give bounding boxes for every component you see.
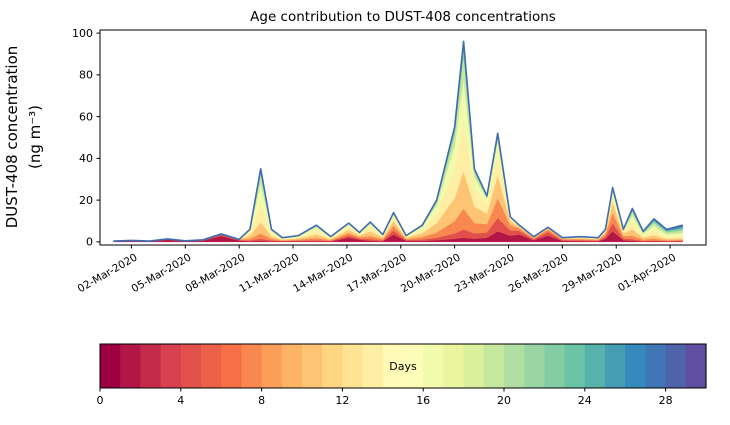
colorbar-cell — [180, 344, 202, 388]
colorbar-tick-label: 16 — [416, 394, 430, 407]
colorbar-tick-label: 24 — [578, 394, 592, 407]
area-layer-age-24-26 — [113, 42, 683, 242]
colorbar-label: Days — [389, 360, 417, 373]
y-tick-label: 40 — [79, 152, 93, 165]
y-axis-label-line1: DUST-408 concentration — [3, 46, 21, 229]
colorbar-cell — [241, 344, 263, 388]
y-tick-label: 20 — [79, 194, 93, 207]
colorbar-tick-label: 20 — [497, 394, 511, 407]
x-tick-label: 01-Apr-2020 — [616, 251, 678, 294]
colorbar-cell — [605, 344, 626, 388]
colorbar-cell — [362, 344, 384, 388]
x-tick-label: 11-Mar-2020 — [237, 251, 301, 295]
stacked-area-layers — [113, 40, 683, 243]
colorbar-cell — [544, 344, 566, 388]
colorbar-cell — [423, 344, 444, 388]
colorbar-cell — [281, 344, 303, 388]
x-tick-label: 20-Mar-2020 — [399, 251, 463, 295]
colorbar-cell — [403, 344, 424, 388]
colorbar-cell — [524, 344, 545, 388]
y-axis-label-line2: (ng m⁻³) — [26, 105, 44, 169]
x-tick-label: 02-Mar-2020 — [76, 251, 140, 295]
colorbar-cell — [382, 344, 404, 388]
colorbar-tick-label: 12 — [335, 394, 349, 407]
colorbar-cell — [342, 344, 364, 388]
axes: 0 20 40 60 80 100 02-Mar-202005-Mar-202008-Mar… — [72, 27, 707, 295]
colorbar-cell — [645, 344, 667, 388]
colorbar-cell — [504, 344, 525, 388]
colorbar-cell — [201, 344, 222, 388]
area-layer-age-9-11 — [113, 170, 683, 242]
colorbar-cell — [463, 344, 485, 388]
area-layer-age-27-29 — [113, 41, 683, 242]
colorbar-cell — [100, 344, 121, 388]
x-tick-label: 23-Mar-2020 — [453, 251, 517, 295]
colorbar-border — [99, 343, 707, 389]
colorbar-tick-label: 4 — [177, 394, 184, 407]
colorbar-cell — [483, 344, 505, 388]
y-tick-label: 100 — [72, 27, 93, 40]
colorbar-cell — [443, 344, 465, 388]
colorbar-cell — [584, 344, 606, 388]
colorbar-cell — [625, 344, 646, 388]
colorbar-cell — [120, 344, 141, 388]
colorbar-tick-label: 0 — [97, 394, 104, 407]
colorbar-cell — [221, 344, 242, 388]
total-concentration-line — [113, 40, 683, 242]
x-tick-label: 08-Mar-2020 — [183, 251, 247, 295]
x-tick-label: 14-Mar-2020 — [291, 251, 355, 295]
colorbar-cell — [685, 344, 707, 388]
y-tick-label: 0 — [86, 236, 93, 249]
colorbar-cell — [665, 344, 687, 388]
colorbar-cell — [140, 344, 162, 388]
x-tick-label: 26-Mar-2020 — [507, 251, 571, 295]
area-layer-age-15-17 — [113, 79, 683, 242]
colorbar-cell — [322, 344, 343, 388]
colorbar-cell — [564, 344, 586, 388]
y-tick-label: 60 — [79, 110, 93, 123]
colorbar-cell — [302, 344, 323, 388]
x-tick-label: 29-Mar-2020 — [560, 251, 624, 295]
chart-title: Age contribution to DUST-408 concentrati… — [250, 9, 556, 25]
area-layer-age-18-20 — [113, 56, 683, 242]
colorbar-cell — [261, 344, 283, 388]
area-layer-age-21-23 — [113, 46, 683, 242]
colorbar-tick-label: 8 — [258, 394, 265, 407]
y-tick-label: 80 — [79, 69, 93, 82]
colorbar-tick-label: 28 — [659, 394, 673, 407]
colorbar-cell — [160, 344, 182, 388]
colorbar: 0 4 8 12 16 20 24 28 — [97, 343, 707, 407]
plot-border — [99, 29, 707, 246]
x-tick-label: 17-Mar-2020 — [345, 251, 409, 295]
x-tick-label: 05-Mar-2020 — [130, 251, 194, 295]
